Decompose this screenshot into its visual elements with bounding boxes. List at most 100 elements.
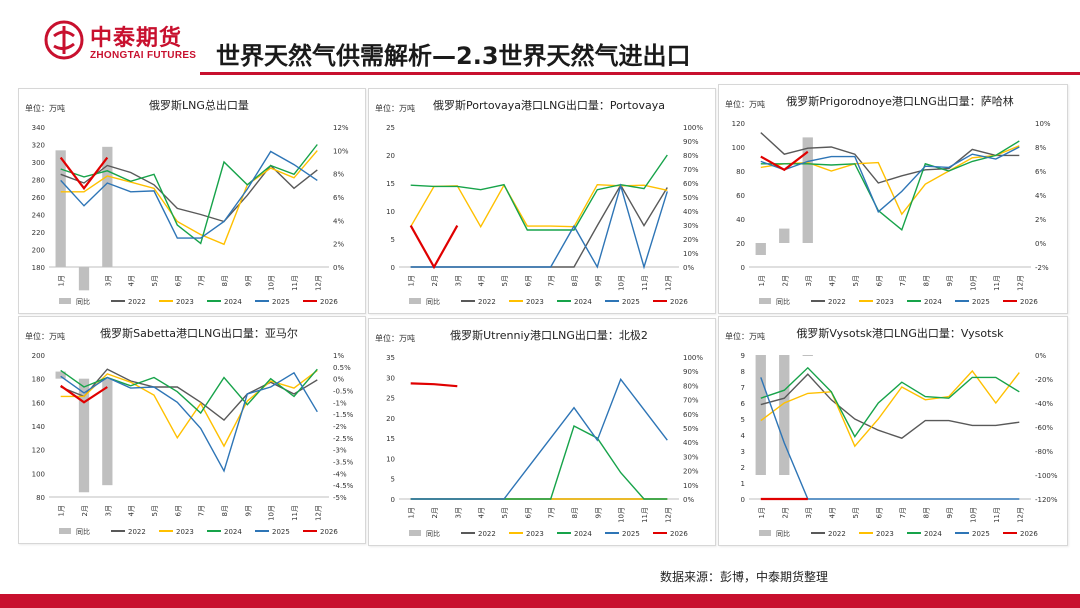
y2-tick-label: 40% [683,439,699,447]
x-tick-label: 11月 [291,275,299,291]
yoy-bar [802,355,813,356]
yoy-bar [779,228,790,243]
x-tick-label: 5月 [151,505,159,516]
x-tick-label: 7月 [548,507,556,518]
x-tick-label: 2月 [781,275,789,286]
x-tick-label: 1月 [758,507,766,518]
y2-tick-label: -40% [1035,400,1053,408]
y2-tick-label: 0% [1035,240,1046,248]
x-tick-label: 2月 [431,507,439,518]
x-tick-label: 12月 [314,505,322,521]
series-line-2024 [60,368,318,415]
series-line-2024 [410,424,668,500]
series-line-2024 [760,366,1020,438]
x-tick-label: 3月 [104,505,112,516]
y-tick-label: 30 [386,374,395,382]
x-tick-label: 9月 [244,505,252,516]
y-tick-label: 140 [32,423,45,431]
x-tick-label: 5月 [501,275,509,286]
y-tick-label: 100 [732,144,745,152]
x-tick-label: 9月 [594,507,602,518]
x-tick-label: 11月 [993,275,1001,291]
y-tick-label: 25 [386,124,395,132]
legend-label: 2023 [876,298,894,306]
legend-label: 2024 [224,298,242,306]
y2-tick-label: 40% [683,208,699,216]
y-tick-label: 7 [741,384,745,392]
y2-tick-label: 4% [1035,192,1046,200]
legend-label: 同比 [776,297,790,306]
y2-tick-label: -20% [1035,376,1053,384]
chart-prigorodnoye: 单位：万吨 俄罗斯Prigorodnoye港口LNG出口量：萨哈林 0 20 40 60 8… [725,94,1051,306]
y-tick-label: 25 [386,395,395,403]
y-tick-label: 5 [391,476,395,484]
x-tick-label: 10月 [969,275,977,291]
legend-label: 同比 [76,527,90,536]
legend-label: 2024 [924,530,942,538]
x-tick-label: 7月 [198,275,206,286]
x-tick-label: 4月 [828,507,836,518]
x-tick-label: 3月 [454,507,462,518]
x-tick-label: 1月 [758,275,766,286]
series-line-2022 [60,164,318,223]
y-tick-label: 10 [386,208,395,216]
y-tick-label: 240 [32,212,45,220]
y-tick-label: 9 [741,352,745,360]
x-tick-label: 3月 [805,507,813,518]
x-tick-label: 8月 [922,507,930,518]
series-line-2026 [409,225,459,270]
y2-tick-label: 30% [683,222,699,230]
series-line-2025 [410,183,668,270]
y2-tick-label: 0% [333,376,344,384]
x-tick-label: 7月 [899,275,907,286]
legend-label: 2022 [478,530,496,538]
x-tick-label: 1月 [408,275,416,286]
x-tick-label: 3月 [454,275,462,286]
series-line-2025 [60,150,318,239]
x-tick-label: 9月 [946,507,954,518]
x-tick-label: 7月 [899,507,907,518]
y2-tick-label: -3.5% [333,459,354,467]
y2-tick-label: 12% [333,124,349,132]
x-tick-label: 9月 [594,275,602,286]
chart-title: 俄罗斯Sabetta港口LNG出口量：亚马尔 [100,326,298,340]
legend-label: 同比 [76,297,90,306]
x-tick-label: 12月 [664,275,672,291]
y2-tick-label: 8% [1035,144,1046,152]
y2-tick-label: -60% [1035,424,1053,432]
y2-tick-label: 20% [683,468,699,476]
chart-total: 单位：万吨 俄罗斯LNG总出口量 180 200 220 240 260 280 300 320 3… [25,98,349,306]
legend-label: 2023 [876,530,894,538]
x-tick-label: 6月 [524,507,532,518]
chart-panel-utrenniy: 单位：万吨 俄罗斯Utrenniy港口LNG出口量：北极2 0 5 10 15 20 25 30… [368,318,716,546]
y-tick-label: 0 [391,264,395,272]
y2-tick-label: 0% [683,264,694,272]
y-tick-label: 35 [386,354,395,362]
yoy-bar [102,378,113,486]
series-line-2023 [410,183,668,229]
y2-tick-label: 0.5% [333,364,351,372]
y-tick-label: 320 [32,142,45,150]
legend-label: 同比 [426,529,440,538]
x-tick-label: 9月 [946,275,954,286]
series-line-2026 [60,384,108,404]
chart-unit-label: 单位：万吨 [25,331,65,341]
legend-label: 2025 [972,298,990,306]
y-tick-label: 40 [736,216,745,224]
x-tick-label: 11月 [641,507,649,523]
yoy-bar [102,146,113,267]
x-tick-label: 7月 [198,505,206,516]
legend-label: 2026 [1020,298,1038,306]
y-tick-label: 8 [741,368,745,376]
x-tick-label: 4月 [128,505,136,516]
y-tick-label: 20 [736,240,745,248]
chart-utrenniy: 单位：万吨 俄罗斯Utrenniy港口LNG出口量：北极2051015202530… [375,328,703,538]
legend-label: 2025 [622,530,640,538]
source-note: 数据来源：彭博，中泰期货整理 [660,570,829,584]
y-tick-label: 5 [741,416,745,424]
x-tick-label: 6月 [875,507,883,518]
chart-unit-label: 单位：万吨 [25,103,65,113]
legend-label: 2025 [272,298,290,306]
y-tick-label: 15 [386,180,395,188]
legend-label: 2022 [828,530,846,538]
